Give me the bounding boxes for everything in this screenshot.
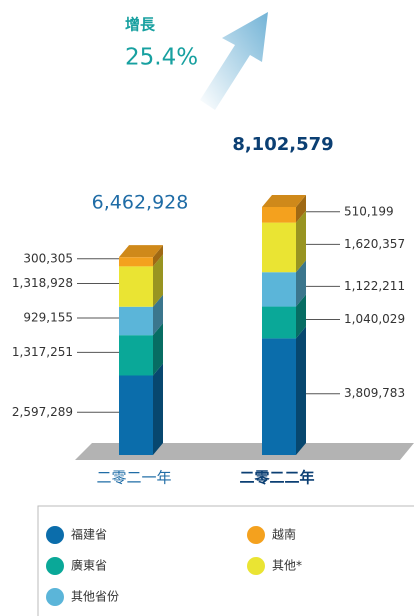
bar-segment [119,307,153,335]
bar-segment [262,338,296,455]
legend-swatch [46,588,64,606]
bar-side [296,326,306,455]
bar-side [153,364,163,455]
value-label: 1,318,928 [12,276,73,290]
growth-arrow [200,12,268,110]
value-label: 510,199 [344,204,394,218]
growth-value: 25.4% [125,45,198,71]
value-label: 300,305 [23,251,73,265]
bar-segment [119,257,153,266]
category-label: 二零二一年 [96,469,171,487]
bar-segment [119,266,153,306]
bar-segment [262,207,296,223]
legend-label: 其他省份 [71,590,119,604]
value-label: 1,040,029 [344,312,405,326]
bar-segment [262,272,296,306]
value-label: 1,620,357 [344,237,405,251]
legend-swatch [46,526,64,544]
total-label: 8,102,579 [232,134,333,155]
value-label: 1,122,211 [344,279,405,293]
bar-segment [119,376,153,455]
legend-label: 越南 [272,527,296,542]
legend-label: 福建省 [71,527,107,542]
category-label: 二零二二年 [239,469,314,487]
bar-segment [262,223,296,273]
legend-label: 其他* [272,559,302,573]
legend-label: 廣東省 [71,559,107,573]
value-label: 1,317,251 [12,345,73,359]
bar-segment [262,307,296,339]
chart: 增長 25.4% 2,597,289 1,317,251 929,155 1,318,… [0,0,414,616]
legend-swatch [247,557,265,575]
value-label: 929,155 [23,310,73,324]
bar-segment [119,335,153,375]
total-label: 6,462,928 [92,192,189,214]
growth-label: 增長 [125,16,156,34]
legend-swatch [46,557,64,575]
value-label: 3,809,783 [344,386,405,400]
legend-swatch [247,526,265,544]
value-label: 2,597,289 [12,405,73,419]
